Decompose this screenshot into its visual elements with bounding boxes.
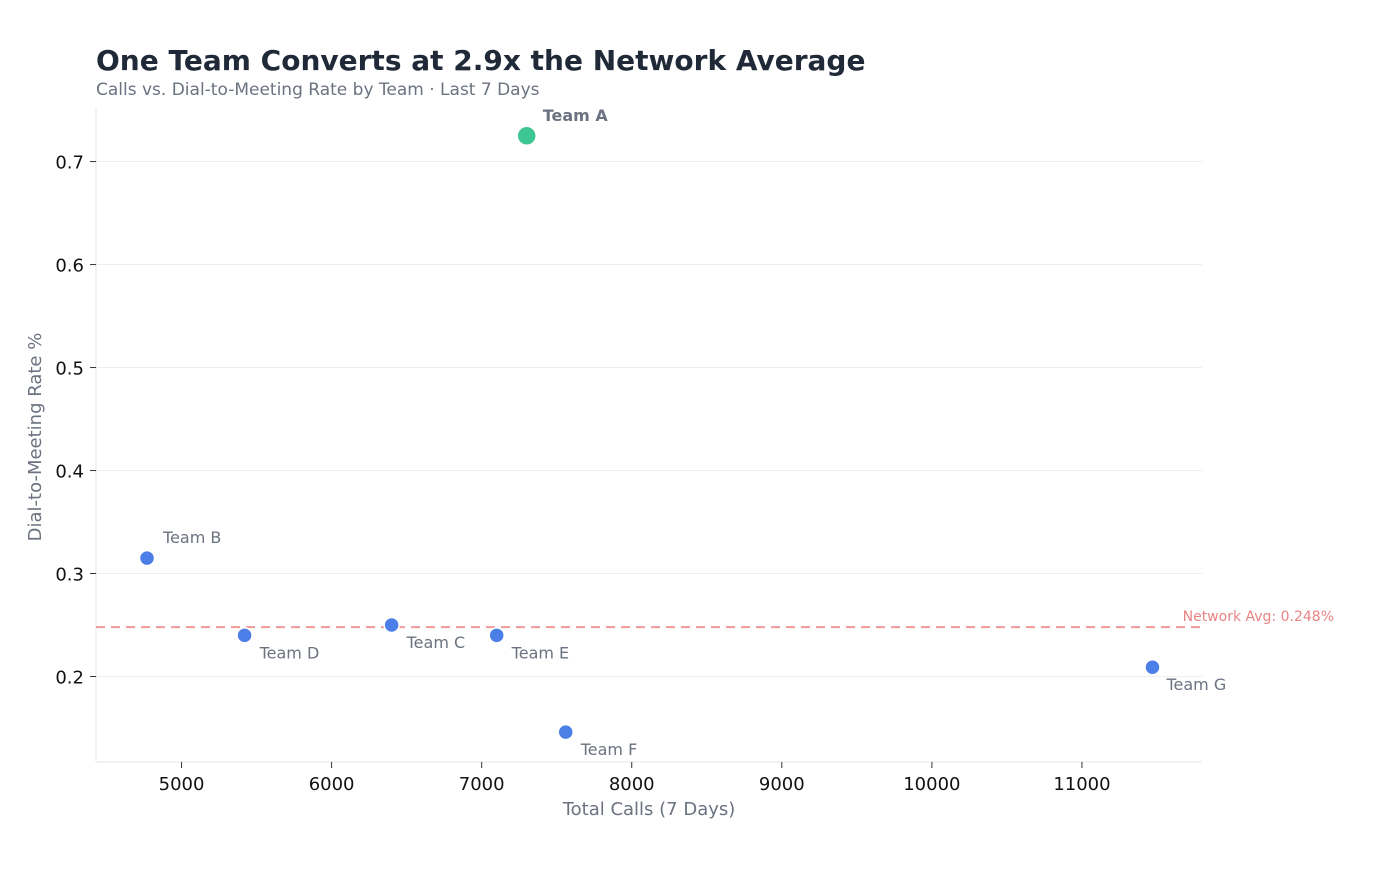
x-tick-label: 9000 bbox=[759, 774, 805, 795]
point-label: Team G bbox=[1165, 675, 1226, 694]
data-point: Team F bbox=[557, 723, 638, 759]
y-tick-labels: 0.2 0.3 0.4 0.5 0.6 0.7 bbox=[55, 153, 96, 689]
point-label: Team D bbox=[259, 643, 320, 662]
point-marker bbox=[516, 125, 537, 147]
point-marker bbox=[488, 627, 505, 644]
chart-subtitle: Calls vs. Dial-to-Meeting Rate by Team ·… bbox=[96, 80, 540, 100]
y-tick-label: 0.4 bbox=[55, 462, 84, 483]
point-marker bbox=[557, 723, 574, 741]
point-marker bbox=[138, 549, 156, 567]
x-tick-label: 10000 bbox=[903, 774, 960, 795]
point-label: Team E bbox=[511, 643, 569, 662]
point-marker bbox=[383, 616, 400, 634]
point-marker bbox=[1144, 658, 1161, 676]
y-tick-label: 0.5 bbox=[55, 359, 84, 380]
y-tick-label: 0.7 bbox=[55, 153, 84, 174]
point-label: Team C bbox=[406, 633, 466, 652]
x-tick-label: 7000 bbox=[459, 774, 505, 795]
data-point: Team E bbox=[488, 627, 569, 662]
y-tick-label: 0.2 bbox=[55, 668, 84, 689]
point-label: Team A bbox=[543, 106, 609, 125]
x-tick-label: 5000 bbox=[159, 774, 205, 795]
data-point: Team D bbox=[236, 627, 320, 662]
x-tick-label: 6000 bbox=[309, 774, 355, 795]
y-tick-label: 0.3 bbox=[55, 565, 84, 586]
y-axis-label: Dial-to-Meeting Rate % bbox=[25, 333, 46, 542]
data-point: Team C bbox=[383, 616, 466, 652]
reference-line-label: Network Avg: 0.248% bbox=[1183, 609, 1334, 625]
x-tick-label: 11000 bbox=[1053, 774, 1110, 795]
point-label: Team F bbox=[580, 740, 638, 759]
chart-title: One Team Converts at 2.9x the Network Av… bbox=[96, 44, 866, 77]
point-marker bbox=[236, 627, 253, 644]
data-point: Team G bbox=[1144, 658, 1226, 694]
x-tick-labels: 5000 6000 7000 8000 9000 10000 11000 bbox=[159, 762, 1111, 795]
network-average-line: Network Avg: 0.248% bbox=[96, 609, 1334, 629]
point-label: Team B bbox=[162, 528, 221, 547]
data-point: Team B bbox=[138, 528, 221, 567]
data-points: Team A Team B Team C Team D Team E Team F Team… bbox=[138, 106, 1226, 759]
data-point: Team A bbox=[516, 106, 609, 147]
x-axis-label: Total Calls (7 Days) bbox=[562, 799, 736, 820]
y-tick-label: 0.6 bbox=[55, 256, 84, 277]
x-tick-label: 8000 bbox=[609, 774, 655, 795]
gridlines bbox=[96, 161, 1202, 678]
